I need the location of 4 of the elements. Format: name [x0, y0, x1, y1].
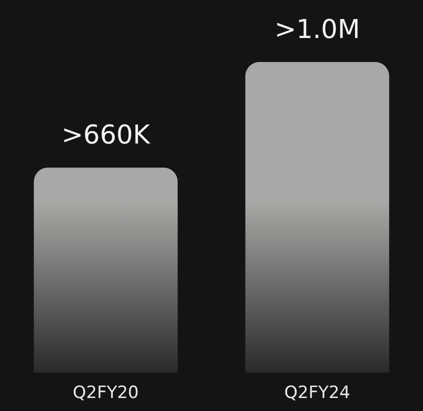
x-tick-label: Q2FY24 [284, 383, 350, 404]
data-label: >1.0M [274, 14, 360, 45]
data-label: >660K [62, 120, 151, 150]
x-tick-label: Q2FY20 [72, 383, 139, 404]
